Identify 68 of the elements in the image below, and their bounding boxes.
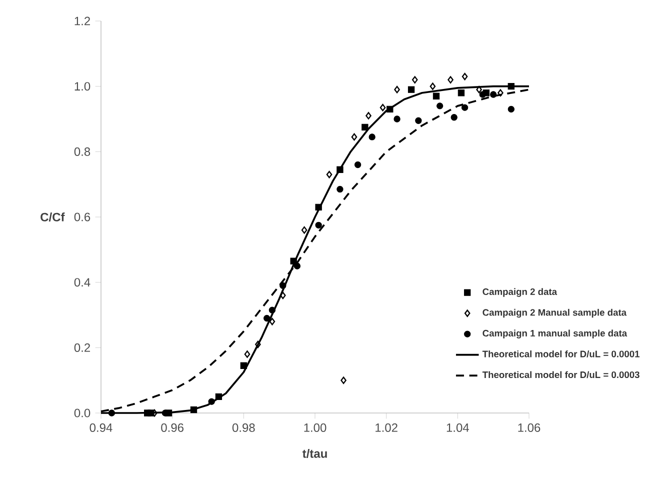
point: [255, 340, 261, 348]
point: [394, 86, 400, 94]
point: [336, 186, 344, 193]
legend-label: Theoretical model for D/uL = 0.0001: [482, 350, 640, 358]
y-tick-label: 0.8: [74, 147, 90, 156]
point: [301, 226, 308, 234]
point: [498, 89, 504, 97]
point: [215, 393, 222, 400]
point: [432, 92, 440, 100]
point: [326, 170, 332, 178]
point: [280, 292, 286, 300]
x-tick-label: 0.96: [161, 423, 184, 432]
point: [408, 86, 415, 93]
legend-label: Campaign 1 manual sample data: [482, 330, 628, 338]
x-tick-label: 0.98: [232, 423, 255, 432]
point: [294, 262, 301, 270]
point: [448, 76, 454, 84]
point: [476, 86, 482, 94]
y-tick-label: 1.0: [74, 82, 90, 91]
y-tick-label: 0.2: [74, 343, 90, 352]
x-tick-label: 0.94: [90, 423, 112, 432]
point: [458, 90, 465, 96]
legend-label: Theoretical model for D/uL = 0.0003: [482, 371, 640, 378]
point: [479, 91, 486, 98]
point: [108, 410, 116, 416]
x-axis-title: t/tau: [302, 449, 327, 458]
point: [436, 102, 444, 110]
x-tick-label: 1.02: [376, 423, 398, 432]
point: [351, 133, 358, 141]
point: [461, 104, 468, 111]
legend-label: Campaign 2 Manual sample data: [482, 308, 627, 318]
point: [315, 222, 322, 228]
point: [450, 114, 458, 121]
point: [240, 362, 248, 369]
x-tick-label: 1.00: [304, 423, 326, 432]
point: [362, 124, 368, 130]
point: [415, 117, 422, 124]
point: [354, 161, 362, 168]
y-tick-label: 0.6: [74, 212, 90, 222]
point: [508, 106, 515, 113]
point: [508, 82, 515, 90]
point: [490, 91, 497, 98]
point: [268, 306, 276, 314]
point: [412, 76, 418, 84]
point: [430, 82, 436, 90]
point: [290, 258, 297, 264]
y-axis-title: C/Cf: [40, 212, 65, 222]
point: [340, 376, 346, 384]
point: [366, 112, 372, 120]
x-tick-label: 1.06: [518, 423, 540, 432]
y-tick-label: 0.4: [74, 278, 90, 287]
legend-label: Campaign 2 data: [482, 288, 558, 297]
point: [208, 398, 215, 405]
point: [280, 282, 286, 289]
point: [264, 314, 270, 322]
point: [336, 166, 344, 173]
x-tick-label: 1.04: [446, 423, 469, 432]
y-tick-label: 0.0: [74, 408, 90, 418]
point: [462, 72, 468, 80]
point: [269, 318, 276, 326]
point: [315, 204, 322, 211]
point: [244, 350, 250, 358]
point: [386, 106, 394, 113]
point: [190, 406, 198, 414]
point: [394, 116, 400, 122]
point: [380, 104, 386, 112]
y-tick-label: 1.2: [74, 16, 90, 26]
point: [368, 134, 376, 140]
